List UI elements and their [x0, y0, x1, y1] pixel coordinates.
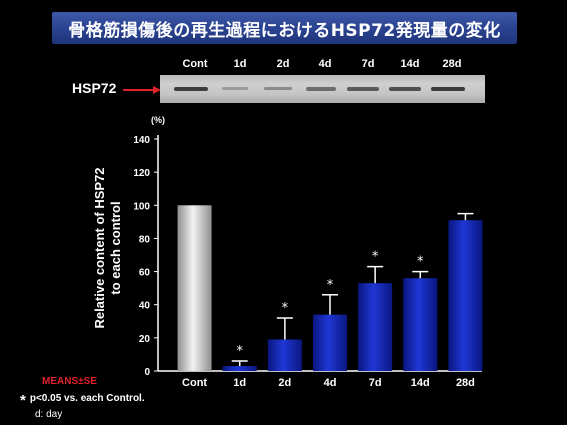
- bar: [177, 205, 212, 371]
- western-blot-image: [160, 75, 485, 103]
- significance-star-symbol: *: [20, 392, 26, 409]
- x-tick-label: 14d: [411, 377, 430, 389]
- blot-protein-label: HSP72: [72, 80, 117, 96]
- y-tick-label: 40: [139, 301, 151, 312]
- y-tick-label: 0: [144, 367, 150, 378]
- blot-lane-label: 4d: [318, 58, 332, 70]
- blot-lane-labels: Cont 1d 2d 4d 7d 14d 28d: [165, 58, 485, 74]
- x-tick-label: 28d: [456, 377, 475, 389]
- significance-star: *: [327, 278, 334, 293]
- blot-lane-label: 28d: [442, 58, 462, 70]
- x-tick-label: 4d: [324, 377, 337, 389]
- blot-band: [389, 87, 421, 91]
- blot-band: [347, 87, 379, 91]
- bar: [403, 278, 438, 371]
- y-tick-label: 120: [133, 168, 150, 179]
- means-se-note: MEANS±SE: [42, 376, 97, 387]
- bar: [358, 283, 393, 371]
- title-banner: 骨格筋損傷後の再生過程におけるHSP72発現量の変化: [52, 12, 517, 44]
- x-tick-label: Cont: [182, 377, 207, 389]
- blot-lane-label: Cont: [182, 58, 208, 70]
- significance-note: * p<0.05 vs. each Control.: [20, 392, 145, 409]
- significance-star: *: [236, 344, 243, 359]
- blot-lane-label: 7d: [361, 58, 375, 70]
- x-tick-label: 1d: [233, 377, 246, 389]
- blot-lane-label: 2d: [276, 58, 290, 70]
- y-tick-label: 140: [133, 135, 150, 146]
- x-tick-label: 7d: [369, 377, 382, 389]
- y-tick-label: 20: [139, 334, 151, 345]
- significance-star: *: [417, 255, 424, 270]
- bar: [267, 339, 302, 371]
- bar: [222, 366, 257, 371]
- blot-lane-label: 1d: [233, 58, 247, 70]
- y-tick-label: 60: [139, 268, 151, 279]
- blot-lane-label: 14d: [400, 58, 420, 70]
- red-arrow-icon: [123, 86, 161, 94]
- significance-star: *: [282, 301, 289, 316]
- bar: [313, 314, 347, 371]
- blot-band: [431, 87, 465, 91]
- significance-star: *: [372, 250, 379, 265]
- x-tick-label: 2d: [278, 377, 291, 389]
- blot-band: [222, 87, 248, 90]
- y-tick-label: 100: [133, 201, 150, 212]
- y-tick-label: 80: [139, 234, 151, 245]
- chart-title: 骨格筋損傷後の再生過程におけるHSP72発現量の変化: [68, 20, 501, 41]
- y-unit-label: (%): [151, 115, 165, 125]
- day-note: d: day: [35, 409, 63, 420]
- blot-band: [264, 87, 292, 90]
- bar: [448, 220, 483, 371]
- significance-text: p<0.05 vs. each Control.: [29, 393, 145, 404]
- blot-band: [306, 87, 336, 91]
- blot-band: [174, 87, 208, 91]
